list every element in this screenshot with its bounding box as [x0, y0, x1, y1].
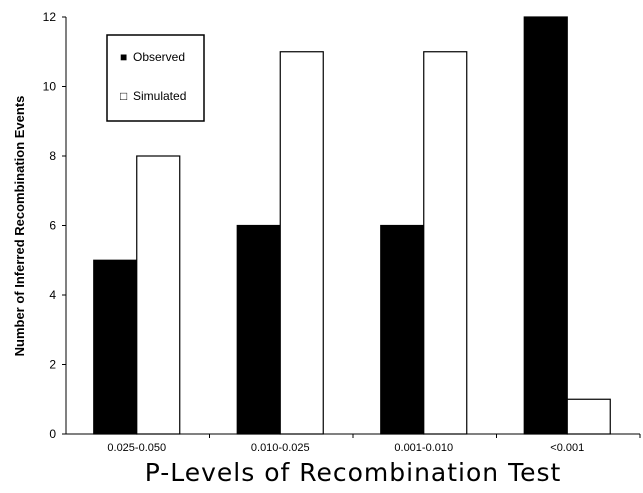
- bar-observed-1: [236, 224, 281, 435]
- x-axis-title: P-Levels of Recombination Test: [145, 458, 562, 487]
- y-tick-label: 4: [49, 288, 56, 302]
- x-tick-label: <0.001: [550, 442, 584, 454]
- y-tick-label: 6: [49, 219, 56, 233]
- y-tick-label: 8: [49, 149, 56, 163]
- x-tick-label: 0.001-0.010: [394, 442, 453, 454]
- y-tick-label: 0: [49, 427, 56, 441]
- legend: ■ Observed □ Simulated: [106, 34, 205, 122]
- y-tick-label: 2: [49, 358, 56, 372]
- legend-label-observed: Observed: [133, 50, 185, 64]
- x-tick-label: 0.025-0.050: [107, 442, 166, 454]
- legend-label-simulated: Simulated: [133, 89, 186, 103]
- y-tick-label: 12: [43, 10, 57, 24]
- bar-simulated-0: [136, 155, 181, 435]
- x-ticks-group: 0.025-0.050 0.010-0.025 0.001-0.010 <0.001: [107, 434, 641, 454]
- bar-observed-3: [523, 16, 568, 435]
- bar-simulated-2: [423, 51, 468, 435]
- bar-observed-0: [93, 259, 138, 435]
- legend-marker-observed: ■: [120, 50, 127, 64]
- bar-observed-2: [380, 224, 425, 435]
- bar-simulated-3: [566, 398, 611, 435]
- bar-simulated-1: [279, 51, 324, 435]
- y-ticks-group: 0 2 4 6 8 10 12: [43, 10, 66, 441]
- bars-group: [93, 16, 611, 435]
- legend-marker-simulated: □: [120, 89, 127, 103]
- legend-box: [106, 34, 205, 122]
- x-tick-label: 0.010-0.025: [251, 442, 310, 454]
- y-axis-title: Number of Inferred Recombination Events: [12, 96, 27, 357]
- y-tick-label: 10: [43, 80, 57, 94]
